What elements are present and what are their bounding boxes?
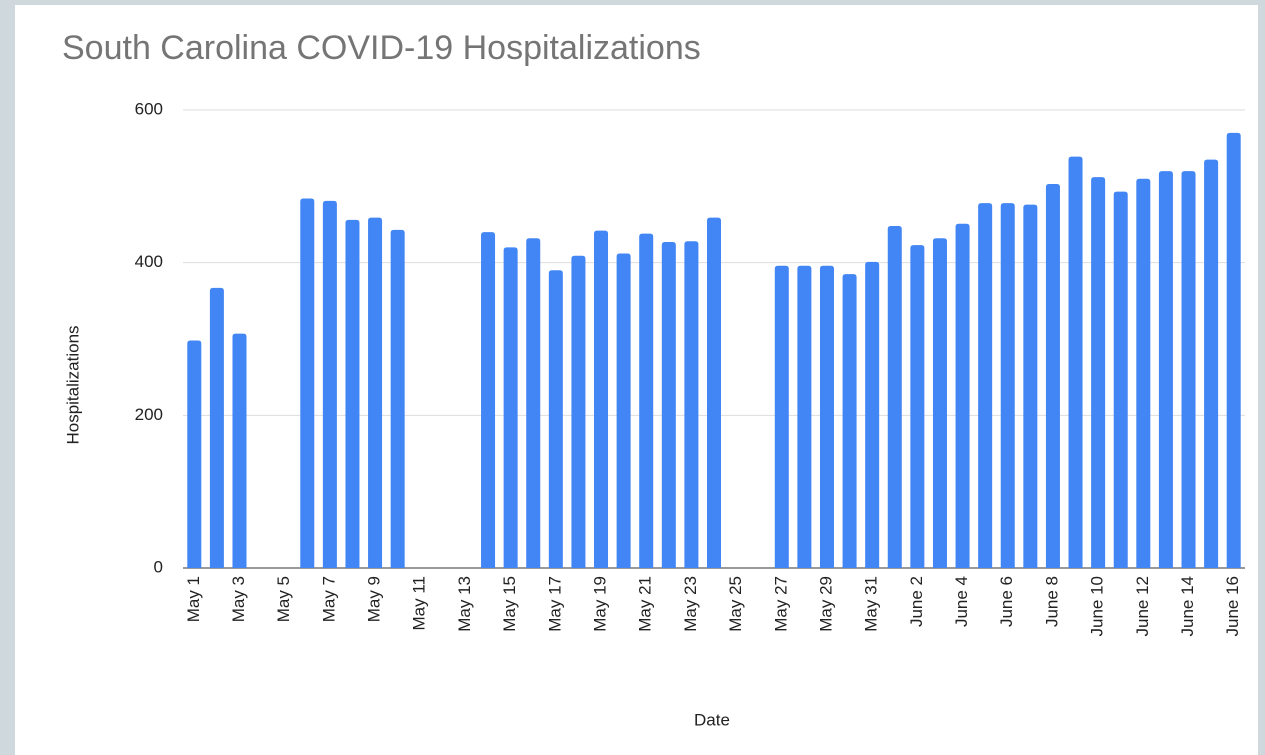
x-tick-label: May 11 [410, 576, 429, 631]
x-tick-label: June 2 [907, 576, 926, 627]
bar [1136, 178, 1151, 568]
bar [368, 217, 383, 568]
x-tick-label: May 9 [365, 576, 384, 622]
bar [1181, 171, 1196, 569]
bar [774, 265, 789, 568]
bar [300, 198, 315, 568]
x-tick-label: May 7 [319, 576, 338, 622]
x-tick-label: May 13 [455, 576, 474, 632]
y-tick-label: 400 [135, 252, 163, 271]
bar [526, 238, 541, 569]
x-axis-label: Date [694, 710, 730, 729]
bar [345, 219, 360, 569]
bar [1091, 177, 1106, 568]
x-tick-label: June 10 [1088, 576, 1107, 637]
bar [503, 247, 518, 568]
x-tick-label: May 1 [184, 576, 203, 622]
x-tick-label: June 16 [1223, 576, 1242, 637]
x-tick-label: June 4 [952, 576, 971, 627]
x-tick-label: June 6 [997, 576, 1016, 627]
bar [571, 255, 586, 568]
bar [955, 223, 970, 568]
x-tick-label: May 15 [500, 576, 519, 632]
x-tick-label: June 12 [1133, 576, 1152, 637]
x-tick-label: May 25 [726, 576, 745, 632]
bar [594, 230, 609, 568]
bar [684, 241, 699, 568]
x-tick-label: May 29 [816, 576, 835, 632]
bar [1068, 156, 1083, 568]
bar [481, 232, 496, 568]
x-tick-label: June 8 [1042, 576, 1061, 627]
x-tick-label: May 21 [636, 576, 655, 632]
x-tick-label: May 3 [229, 576, 248, 622]
x-tick-label: May 19 [591, 576, 610, 632]
y-tick-label: 0 [154, 557, 163, 576]
bar [1113, 191, 1128, 568]
bar [1045, 184, 1060, 568]
bar [706, 217, 722, 568]
bar [639, 233, 654, 568]
bar [390, 229, 405, 569]
bar [616, 253, 631, 569]
bar [978, 203, 993, 569]
chart-title: South Carolina COVID-19 Hospitalizations [62, 29, 701, 67]
bar [865, 261, 880, 568]
bar [932, 238, 947, 569]
bar [887, 226, 902, 568]
bar [1023, 204, 1038, 569]
x-tick-label: May 27 [771, 576, 790, 632]
bar [797, 265, 812, 568]
bar [548, 270, 563, 568]
x-tick-label: May 17 [545, 576, 564, 632]
bar [209, 287, 224, 568]
x-tick-label: May 5 [274, 576, 293, 622]
x-tick-label: May 31 [862, 576, 881, 632]
bar [1226, 132, 1241, 568]
bar [1158, 171, 1173, 569]
bar [842, 274, 857, 568]
bar [661, 242, 676, 568]
bar [910, 245, 925, 569]
bar [819, 265, 834, 568]
bar [232, 333, 247, 568]
x-tick-label: May 23 [681, 576, 700, 632]
bar [187, 340, 202, 568]
bar [1000, 203, 1015, 569]
y-axis-label: Hospitalizations [63, 325, 82, 444]
y-tick-label: 200 [135, 405, 163, 424]
bar [1204, 159, 1219, 568]
y-tick-label: 600 [135, 99, 163, 118]
bar [322, 200, 337, 568]
x-tick-label: June 14 [1178, 576, 1197, 637]
